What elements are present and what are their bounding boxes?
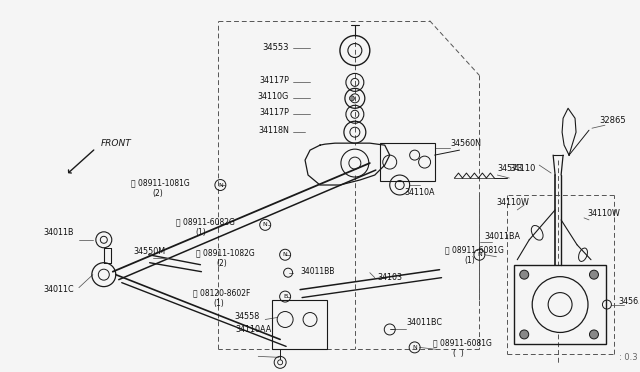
Text: 34011BB: 34011BB: [300, 267, 335, 276]
Text: 34117P: 34117P: [259, 108, 289, 117]
Text: (1): (1): [465, 256, 476, 265]
Circle shape: [349, 96, 355, 101]
Text: 34011B: 34011B: [43, 228, 74, 237]
Text: : 0.3: : 0.3: [619, 353, 637, 362]
Circle shape: [589, 270, 598, 279]
Text: 32865: 32865: [599, 116, 625, 125]
Text: 34550M: 34550M: [134, 247, 166, 256]
Circle shape: [520, 270, 529, 279]
Circle shape: [520, 330, 529, 339]
Text: Ⓝ 08911-1081G: Ⓝ 08911-1081G: [131, 179, 189, 187]
Text: 34110A: 34110A: [404, 189, 435, 198]
Text: Ⓝ 08911-6081G: Ⓝ 08911-6081G: [445, 245, 504, 254]
Text: Ⓝ 08911-1082G: Ⓝ 08911-1082G: [196, 248, 255, 257]
Text: Ⓝ 08911-6082G: Ⓝ 08911-6082G: [175, 217, 234, 227]
Text: (1): (1): [195, 228, 206, 237]
Text: 34565M: 34565M: [619, 297, 640, 306]
Text: N: N: [218, 183, 223, 187]
Text: 34117P: 34117P: [259, 76, 289, 85]
Text: N: N: [283, 252, 287, 257]
Text: 34110AA: 34110AA: [236, 325, 271, 334]
Bar: [272, 299, 327, 349]
Text: 34553: 34553: [262, 43, 289, 52]
Text: 34011BC: 34011BC: [406, 318, 443, 327]
Text: (2): (2): [152, 189, 163, 199]
Text: N: N: [263, 222, 268, 227]
Text: (  ): ( ): [452, 349, 463, 358]
Text: 34558: 34558: [234, 312, 260, 321]
Circle shape: [589, 330, 598, 339]
Text: Ⓝ 08911-6081G: Ⓝ 08911-6081G: [433, 338, 492, 347]
Text: 34573: 34573: [497, 164, 523, 173]
Text: Ⓑ 08120-8602F: Ⓑ 08120-8602F: [193, 288, 251, 297]
Text: 34110G: 34110G: [258, 92, 289, 101]
Text: N: N: [412, 345, 417, 350]
Text: 34011C: 34011C: [43, 285, 74, 294]
Text: B: B: [283, 294, 287, 299]
Bar: [380, 143, 435, 181]
Text: (1): (1): [213, 299, 224, 308]
Text: 34560N: 34560N: [451, 139, 481, 148]
Text: 34110W: 34110W: [497, 198, 529, 208]
Text: 34110: 34110: [509, 164, 536, 173]
Text: 34011BA: 34011BA: [484, 232, 520, 241]
Text: FRONT: FRONT: [101, 139, 132, 148]
Text: 34118N: 34118N: [259, 126, 289, 135]
Text: (2): (2): [216, 259, 227, 268]
Text: N: N: [477, 252, 482, 257]
Text: 34110W: 34110W: [587, 209, 620, 218]
Text: 34103: 34103: [378, 273, 403, 282]
Bar: [515, 265, 606, 344]
